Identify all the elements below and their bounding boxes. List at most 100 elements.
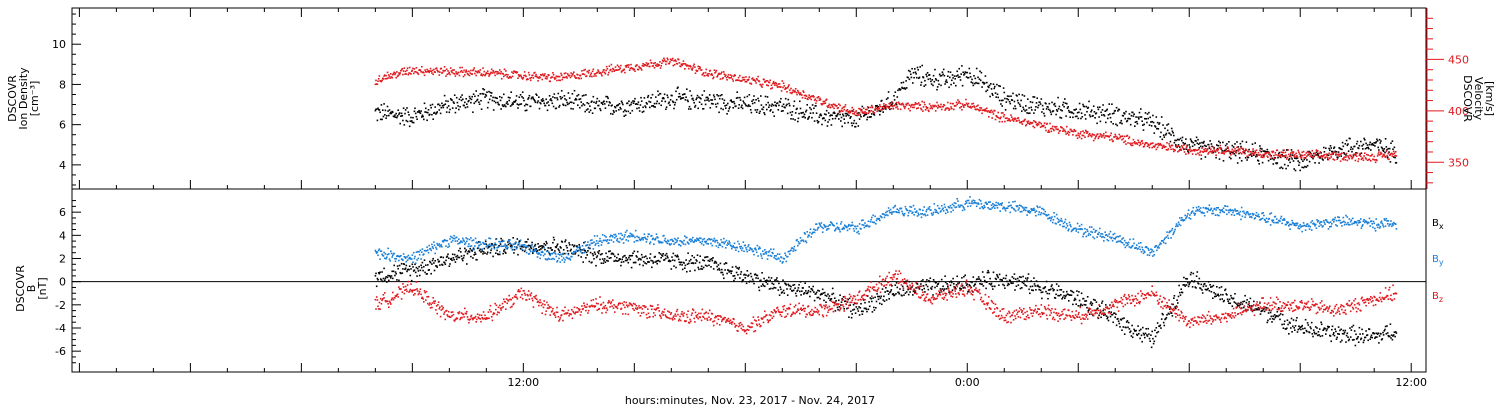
bx-point: [580, 256, 582, 258]
velocity-point: [1369, 155, 1371, 157]
velocity-point: [1174, 149, 1176, 152]
ion-density-point: [955, 75, 958, 77]
ion-density-point: [1110, 121, 1112, 123]
velocity-point: [1029, 123, 1031, 125]
ion-density-point: [586, 102, 588, 104]
velocity-point: [1226, 146, 1229, 148]
ion-density-point: [508, 99, 510, 102]
bx-point: [1349, 336, 1352, 338]
velocity-point: [1306, 150, 1309, 153]
velocity-point: [926, 107, 929, 109]
velocity-point: [702, 73, 704, 75]
ion-density-point: [551, 102, 554, 105]
velocity-point: [1257, 151, 1260, 154]
velocity-point: [1000, 116, 1002, 119]
ion-density-point: [647, 94, 650, 97]
bx-point: [943, 288, 946, 290]
velocity-point: [1345, 156, 1347, 158]
by-point: [413, 257, 416, 260]
velocity-point: [915, 103, 917, 105]
ion-density-point: [1029, 112, 1031, 114]
velocity-point: [1023, 120, 1025, 123]
bx-point: [713, 262, 716, 264]
bx-point: [671, 256, 673, 258]
ion-density-point: [706, 99, 708, 101]
ion-density-point: [1389, 161, 1392, 163]
ion-density-point: [1329, 145, 1332, 147]
velocity-point: [1061, 127, 1063, 129]
velocity-point: [505, 73, 508, 76]
bx-point: [597, 252, 600, 255]
bx-point: [607, 260, 609, 262]
bx-point: [1039, 286, 1041, 288]
bx-point: [1297, 328, 1299, 331]
ion-density-point: [1299, 169, 1301, 172]
velocity-point: [1251, 154, 1253, 156]
velocity-point: [1055, 125, 1058, 128]
ion-density-point: [1241, 140, 1244, 143]
velocity-point: [496, 73, 498, 75]
ion-density-point: [1298, 164, 1300, 166]
bx-point: [468, 251, 471, 253]
bx-point: [951, 289, 954, 291]
ion-density-point: [552, 105, 555, 108]
velocity-point: [1353, 153, 1356, 155]
ion-density-point: [1107, 114, 1110, 116]
bx-point: [387, 274, 389, 277]
ion-density-point: [653, 102, 656, 105]
bx-point: [905, 291, 908, 293]
velocity-point: [802, 90, 804, 92]
velocity-point: [984, 110, 986, 112]
velocity-point: [852, 108, 855, 111]
bx-point: [721, 268, 723, 271]
bx-point: [1306, 322, 1309, 324]
ion-density-point: [519, 94, 522, 96]
bx-point: [739, 273, 742, 275]
by-point: [507, 246, 509, 249]
ion-density-point: [799, 100, 801, 103]
ion-density-point: [713, 96, 716, 98]
bx-point: [715, 262, 718, 264]
ion-density-point: [688, 108, 690, 110]
velocity-point: [588, 69, 591, 72]
by-point: [497, 246, 500, 248]
velocity-point: [1100, 134, 1102, 136]
bx-point: [1306, 330, 1308, 333]
bx-point: [1388, 335, 1391, 337]
velocity-point: [632, 67, 634, 70]
bx-point: [544, 248, 546, 251]
bx-point: [574, 253, 576, 255]
velocity-point: [1048, 131, 1051, 133]
bx-point: [699, 255, 701, 257]
ion-density-point: [790, 118, 792, 120]
bx-point: [952, 277, 954, 280]
ion-density-point: [823, 113, 826, 115]
velocity-point: [441, 71, 444, 74]
by-point: [386, 256, 388, 258]
velocity-point: [904, 105, 907, 108]
bx-point: [871, 300, 873, 303]
ion-density-point: [1210, 143, 1213, 145]
velocity-point: [716, 76, 718, 78]
velocity-point: [1333, 159, 1336, 161]
bx-point: [564, 239, 567, 241]
bx-point: [596, 255, 599, 257]
ion-density-point: [920, 84, 922, 86]
velocity-point: [1062, 130, 1064, 132]
bx-point: [972, 276, 975, 278]
bx-point: [1070, 294, 1073, 296]
ion-density-point: [1334, 150, 1336, 153]
velocity-point: [767, 84, 769, 87]
ion-density-point: [979, 70, 981, 73]
ion-density-point: [425, 107, 427, 110]
ion-density-point: [542, 99, 545, 102]
ion-density-point: [1060, 109, 1062, 111]
velocity-point: [745, 81, 748, 83]
ion-density-point: [466, 103, 468, 105]
bx-point: [391, 270, 393, 273]
ion-density-point: [877, 105, 880, 108]
ion-density-point: [469, 97, 471, 100]
ion-density-point: [1084, 114, 1086, 116]
ion-density-point: [1115, 123, 1117, 126]
velocity-point: [494, 74, 496, 77]
